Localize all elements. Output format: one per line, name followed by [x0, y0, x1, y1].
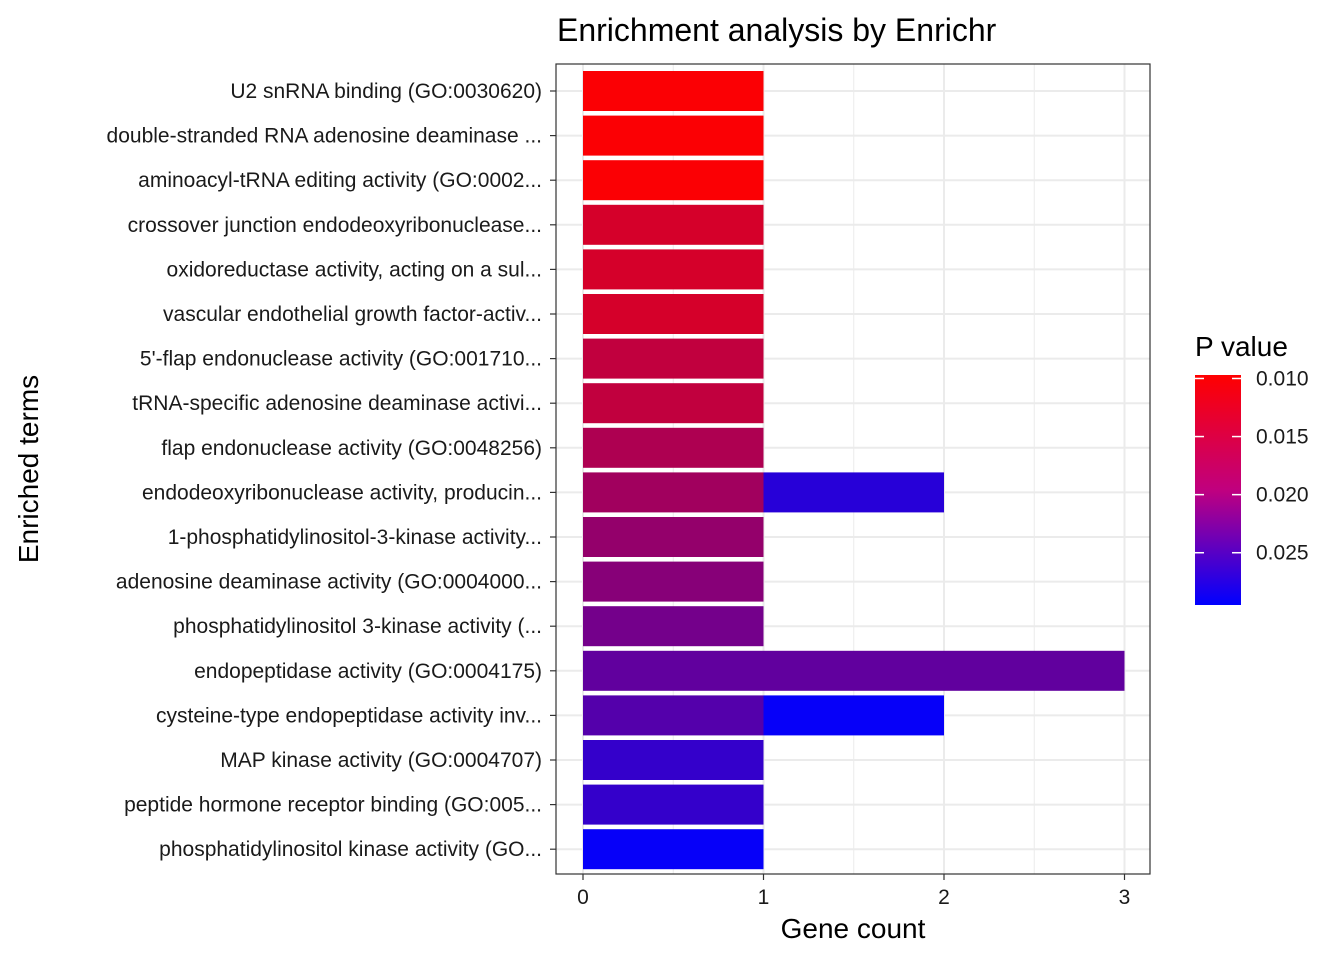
legend-tick-label: 0.025 — [1256, 542, 1309, 565]
legend-ticks: 0.010 0.015 0.020 0.025 — [1195, 367, 1309, 565]
x-axis-ticks: 0 1 2 3 — [577, 874, 1130, 909]
bar-segment — [583, 204, 764, 245]
legend-title: P value — [1195, 331, 1288, 362]
bar-segment — [583, 427, 764, 468]
y-axis-title: Enriched terms — [13, 375, 44, 563]
bar-segment — [763, 472, 944, 513]
legend-tick-label: 0.015 — [1256, 426, 1309, 449]
y-tick-label: MAP kinase activity (GO:0004707) — [220, 749, 542, 772]
x-tick-label: 2 — [938, 886, 950, 909]
x-axis-title: Gene count — [781, 913, 926, 944]
y-tick-label: U2 snRNA binding (GO:0030620) — [230, 80, 542, 103]
bar-segment — [583, 695, 764, 736]
bar-segment — [583, 517, 764, 557]
bar-segment — [583, 472, 764, 513]
x-tick-label: 1 — [758, 886, 770, 909]
bar-segment — [583, 829, 764, 870]
x-tick-label: 0 — [577, 886, 589, 909]
y-tick-label: flap endonuclease activity (GO:0048256) — [161, 437, 542, 460]
y-tick-label: vascular endothelial growth factor-activ… — [163, 303, 542, 326]
y-tick-label: adenosine deaminase activity (GO:0004000… — [116, 571, 542, 594]
grid-lines — [556, 64, 1150, 874]
y-tick-label: peptide hormone receptor binding (GO:005… — [124, 794, 542, 817]
bar-segment — [583, 160, 764, 201]
y-axis-labels: U2 snRNA binding (GO:0030620) double-stra… — [107, 80, 556, 861]
bar-segment — [583, 740, 764, 780]
legend-tick-label: 0.020 — [1256, 484, 1309, 507]
bar-segment — [763, 695, 944, 736]
y-tick-label: phosphatidylinositol 3-kinase activity (… — [173, 615, 542, 638]
plot-panel-border — [555, 63, 1151, 875]
y-tick-label: endodeoxyribonuclease activity, producin… — [142, 481, 542, 504]
bar-segment — [583, 115, 764, 156]
legend-colorbar — [1195, 375, 1241, 605]
bars — [583, 71, 1125, 870]
bar-segment — [583, 294, 764, 334]
bar-segment — [583, 71, 764, 111]
y-tick-label: cysteine-type endopeptidase activity inv… — [156, 704, 542, 727]
legend: P value 0.010 0.015 0.020 0.025 — [1195, 331, 1309, 605]
y-tick-label: 5'-flap endonuclease activity (GO:001710… — [140, 348, 542, 371]
y-tick-label: aminoacyl-tRNA editing activity (GO:0002… — [138, 169, 542, 192]
y-tick-label: tRNA-specific adenosine deaminase activi… — [132, 392, 542, 415]
chart-title: Enrichment analysis by Enrichr — [557, 12, 997, 48]
y-tick-label: phosphatidylinositol kinase activity (GO… — [159, 838, 542, 861]
bar-segment — [583, 338, 764, 379]
y-tick-label: crossover junction endodeoxyribonuclease… — [128, 214, 542, 237]
legend-tick-label: 0.010 — [1256, 367, 1309, 390]
y-tick-label: 1-phosphatidylinositol-3-kinase activity… — [168, 526, 542, 549]
bar-segment — [583, 606, 764, 647]
bar-segment — [583, 561, 764, 602]
x-tick-label: 3 — [1119, 886, 1131, 909]
y-tick-label: double-stranded RNA adenosine deaminase … — [107, 125, 542, 148]
bar-segment — [583, 383, 764, 424]
y-tick-label: oxidoreductase activity, acting on a sul… — [167, 258, 542, 281]
bar-segment — [583, 249, 764, 290]
bar-segment — [583, 784, 764, 825]
y-tick-label: endopeptidase activity (GO:0004175) — [194, 660, 542, 683]
bar-segment — [583, 650, 1125, 691]
